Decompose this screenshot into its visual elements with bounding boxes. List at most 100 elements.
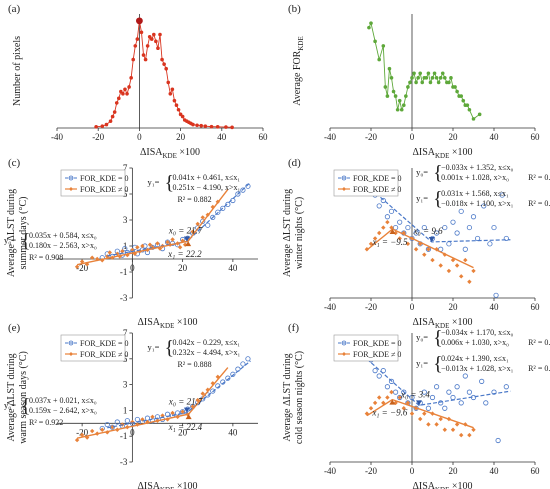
- orange-point: [79, 259, 85, 264]
- blue-point: [462, 246, 468, 252]
- data-point: [436, 80, 441, 85]
- legend-blue-marker: [68, 175, 74, 181]
- orange-point: [195, 221, 200, 227]
- eq-y1-brace: {: [433, 353, 443, 375]
- blue-point: [450, 219, 456, 225]
- orange-point: [389, 389, 394, 395]
- orange-point: [446, 268, 452, 274]
- x-tick-label: 0: [137, 132, 142, 142]
- orange-point: [165, 239, 170, 245]
- x-tick-label: -40: [324, 302, 336, 312]
- data-point: [100, 124, 105, 128]
- blue-point: [376, 373, 382, 379]
- blue-point: [225, 201, 231, 207]
- orange-point: [79, 432, 85, 438]
- blue-point: [499, 192, 505, 198]
- data-point: [471, 117, 476, 121]
- blue-point: [495, 437, 501, 444]
- breakpoint-x0-label: x₀ = 9.6: [413, 226, 443, 236]
- panel-label: (e): [8, 322, 21, 334]
- blue-point: [134, 416, 140, 423]
- orange-point: [426, 422, 431, 427]
- data-point: [152, 32, 156, 37]
- legend-label-for-zero: FOR_KDE = 0: [353, 339, 402, 348]
- blue-point: [454, 230, 460, 236]
- y-tick-label: -3: [120, 293, 128, 303]
- breakpoint-x0-marker: [428, 236, 435, 242]
- legend-label-for-nonzero: FOR_KDE ≠ 0: [80, 350, 128, 359]
- y-tick-label: -1: [120, 431, 128, 441]
- data-point: [114, 101, 119, 105]
- x-axis-label: ΔISAKDE ×100: [137, 317, 197, 330]
- blue-point: [491, 224, 497, 231]
- blue-point: [491, 389, 497, 395]
- data-point: [430, 76, 435, 80]
- blue-point: [466, 389, 472, 395]
- orange-point: [413, 247, 419, 252]
- data-point: [416, 76, 420, 80]
- orange-point: [74, 264, 80, 269]
- legend-label-for-zero: FOR_KDE = 0: [80, 174, 129, 183]
- x-tick-label: 0: [410, 132, 415, 142]
- blue-point: [380, 197, 386, 204]
- orange-point: [401, 406, 406, 411]
- x-tick-label: -20: [365, 302, 377, 312]
- breakpoint-x1-label: x₁ = 22.2: [167, 249, 202, 259]
- breakpoint-x0-label: x₀ = 21.7: [168, 226, 203, 236]
- data-point: [170, 87, 175, 92]
- breakpoint-x0-marker: [183, 236, 190, 242]
- blue-point: [397, 219, 403, 225]
- eq-y1-r2: R² = 0.888: [177, 360, 211, 369]
- orange-point: [471, 268, 476, 274]
- data-point: [117, 96, 121, 101]
- orange-point: [177, 245, 183, 250]
- x-tick-label: 0: [410, 466, 415, 476]
- blue-point: [503, 235, 509, 242]
- blue-point: [210, 388, 216, 394]
- data-point: [129, 76, 133, 80]
- x-tick-label: -40: [324, 132, 336, 142]
- x-axis-label: ΔISAKDE ×100: [412, 481, 472, 489]
- data-point: [389, 76, 394, 80]
- blue-point: [446, 389, 452, 395]
- eq-y0-line1: 0.035x + 0.584, x≤x₀: [29, 231, 97, 240]
- x-tick-label: 40: [228, 263, 238, 273]
- orange-point: [430, 257, 435, 263]
- blue-point: [235, 191, 241, 197]
- y-tick-label: 1: [123, 241, 128, 251]
- data-point: [467, 107, 472, 112]
- orange-point: [200, 391, 205, 396]
- data-point: [162, 62, 166, 66]
- x-tick-label: 0: [130, 427, 135, 437]
- x-tick-label: -20: [365, 132, 377, 142]
- data-point: [195, 123, 199, 128]
- blue-point: [458, 208, 464, 214]
- data-point: [381, 44, 386, 48]
- data-point: [145, 44, 150, 48]
- x-tick-label: 60: [531, 302, 541, 312]
- data-point: [209, 124, 214, 129]
- blue-point: [503, 384, 509, 390]
- data-point: [395, 107, 400, 112]
- blue-point: [413, 230, 419, 236]
- breakpoint-x0-label: x₀ = 21.7: [168, 397, 203, 407]
- orange-point: [434, 422, 439, 427]
- x-tick-label: -20: [76, 263, 88, 273]
- eq-y1-brace: {: [164, 172, 174, 194]
- panel-label: (c): [8, 157, 21, 169]
- data-point: [399, 107, 404, 112]
- eq-y1-line1: 0.042x − 0.229, x≤x₁: [172, 338, 240, 347]
- y-tick-label: 7: [123, 328, 128, 338]
- orange-point: [200, 215, 205, 220]
- data-point: [168, 92, 173, 96]
- y-axis-label-line1: Average ΔLST during: [6, 353, 17, 441]
- orange-point: [422, 252, 427, 257]
- eq-y0-line2: 0.180x − 2.563, x>x₀: [29, 241, 97, 250]
- blue-point: [124, 418, 130, 424]
- data-point: [119, 89, 123, 94]
- data-point: [108, 119, 113, 123]
- data-point: [215, 125, 220, 129]
- eq-y0-line2: 0.001x + 1.028, x>x₀: [441, 173, 509, 182]
- x-tick-label: 40: [228, 427, 238, 437]
- orange-point: [409, 411, 415, 416]
